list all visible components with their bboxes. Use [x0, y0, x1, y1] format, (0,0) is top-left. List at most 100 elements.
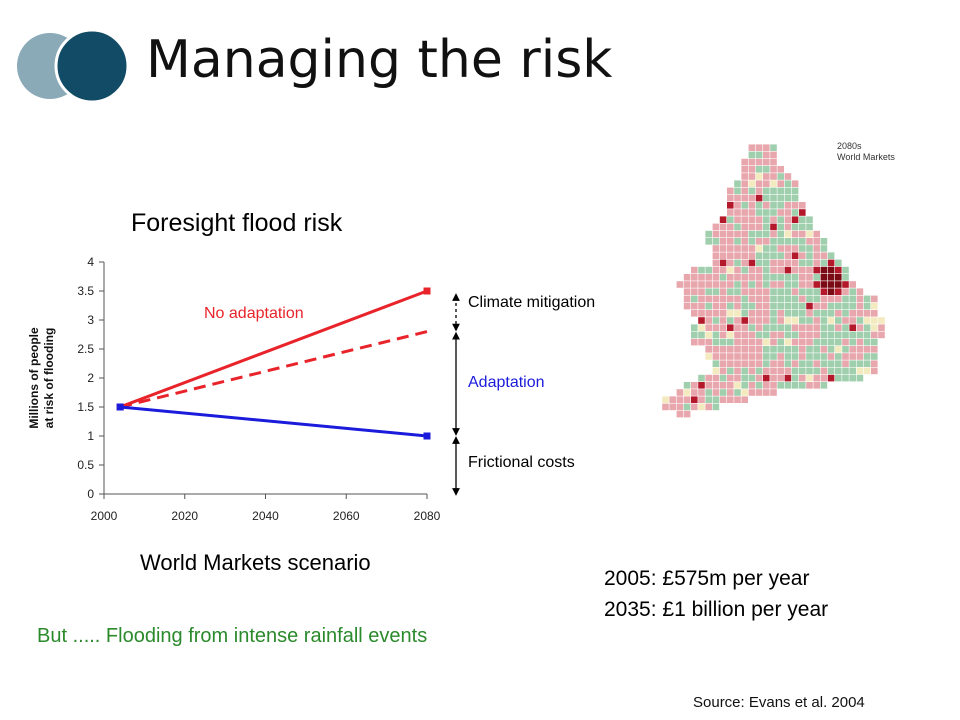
- logo-circle-dark: [54, 30, 130, 102]
- map-cell: [734, 274, 741, 281]
- map-cell: [806, 374, 813, 382]
- map-cell: [755, 360, 763, 367]
- map-cell: [799, 382, 806, 389]
- map-cell: [777, 274, 784, 281]
- map-cell: [799, 367, 806, 375]
- map-cell: [727, 281, 734, 288]
- map-cell: [863, 324, 871, 331]
- map-cell: [777, 266, 784, 274]
- map-cell: [727, 259, 734, 267]
- map-cell: [777, 310, 784, 317]
- map-cell: [727, 374, 734, 382]
- map-cell: [698, 295, 705, 303]
- map-cell: [705, 317, 712, 324]
- chart-x-caption: World Markets scenario: [140, 550, 371, 575]
- map-cell: [705, 288, 712, 295]
- map-cell: [683, 281, 691, 288]
- england-grid-map: [662, 144, 885, 418]
- map-cell: [842, 367, 849, 375]
- map-cell: [727, 288, 734, 295]
- map-cell: [770, 216, 777, 223]
- map-cell: [763, 331, 770, 339]
- map-cell: [835, 288, 842, 295]
- map-cell: [705, 396, 712, 403]
- map-cell: [777, 216, 784, 223]
- chart-series: No adaptation: [116, 287, 431, 440]
- map-cell: [712, 346, 720, 353]
- map-cell: [727, 202, 734, 209]
- map-cell: [856, 331, 864, 339]
- map-cell: [770, 151, 777, 159]
- map-cell: [863, 302, 871, 310]
- map-cell: [784, 281, 792, 288]
- map-cell: [698, 338, 705, 346]
- map-cell: [863, 367, 871, 375]
- map-cell: [813, 266, 820, 274]
- map-cell: [784, 353, 792, 360]
- map-cell: [755, 367, 763, 375]
- map-cell: [820, 310, 828, 317]
- map-cell: [799, 202, 806, 209]
- map-cell: [770, 202, 777, 209]
- map-cell: [827, 374, 835, 382]
- map-cell: [799, 295, 806, 303]
- map-cell: [799, 238, 806, 245]
- map-cell: [871, 346, 878, 353]
- map-cell: [748, 209, 756, 216]
- map-cell: [705, 302, 712, 310]
- map-cell: [698, 331, 705, 339]
- map-cell: [770, 382, 777, 389]
- map-cell: [712, 288, 720, 295]
- map-cell: [799, 374, 806, 382]
- map-cell: [727, 389, 734, 396]
- map-cell: [791, 180, 799, 187]
- map-cell: [856, 288, 864, 295]
- y-tick-label: 4: [87, 255, 94, 269]
- map-cell: [813, 331, 820, 339]
- map-cell: [734, 187, 741, 195]
- series-marker-0: [423, 287, 431, 295]
- map-cell: [806, 288, 813, 295]
- map-cell: [755, 216, 763, 223]
- map-cell: [799, 346, 806, 353]
- map-cell: [763, 173, 770, 180]
- map-cell: [755, 238, 763, 245]
- map-cell: [734, 288, 741, 295]
- map-cell: [748, 144, 756, 151]
- bracket-label-0: Climate mitigation: [468, 294, 595, 311]
- map-cell: [705, 230, 712, 238]
- map-cell: [705, 403, 712, 411]
- map-cell: [727, 331, 734, 339]
- map-cell: [763, 259, 770, 267]
- map-cell: [820, 274, 828, 281]
- map-cell: [763, 238, 770, 245]
- map-cell: [741, 360, 748, 367]
- map-cell: [763, 338, 770, 346]
- map-cell: [827, 302, 835, 310]
- map-cell: [813, 252, 820, 259]
- map-cell: [799, 324, 806, 331]
- map-cell: [813, 382, 820, 389]
- map-cell: [748, 295, 756, 303]
- map-cell: [712, 403, 720, 411]
- map-cell: [806, 245, 813, 252]
- map-cell: [799, 209, 806, 216]
- map-cell: [683, 382, 691, 389]
- map-cell: [734, 338, 741, 346]
- map-cell: [705, 295, 712, 303]
- map-cell: [842, 346, 849, 353]
- map-cell: [777, 180, 784, 187]
- map-cell: [755, 252, 763, 259]
- map-cell: [791, 353, 799, 360]
- map-cell: [806, 360, 813, 367]
- map-cell: [683, 403, 691, 411]
- map-cell: [791, 259, 799, 267]
- map-cell: [734, 331, 741, 339]
- map-cell: [777, 288, 784, 295]
- map-cell: [712, 252, 720, 259]
- map-cell: [748, 274, 756, 281]
- series-line-1: [119, 330, 428, 409]
- map-cell: [835, 374, 842, 382]
- map-cell: [777, 302, 784, 310]
- map-cell: [698, 374, 705, 382]
